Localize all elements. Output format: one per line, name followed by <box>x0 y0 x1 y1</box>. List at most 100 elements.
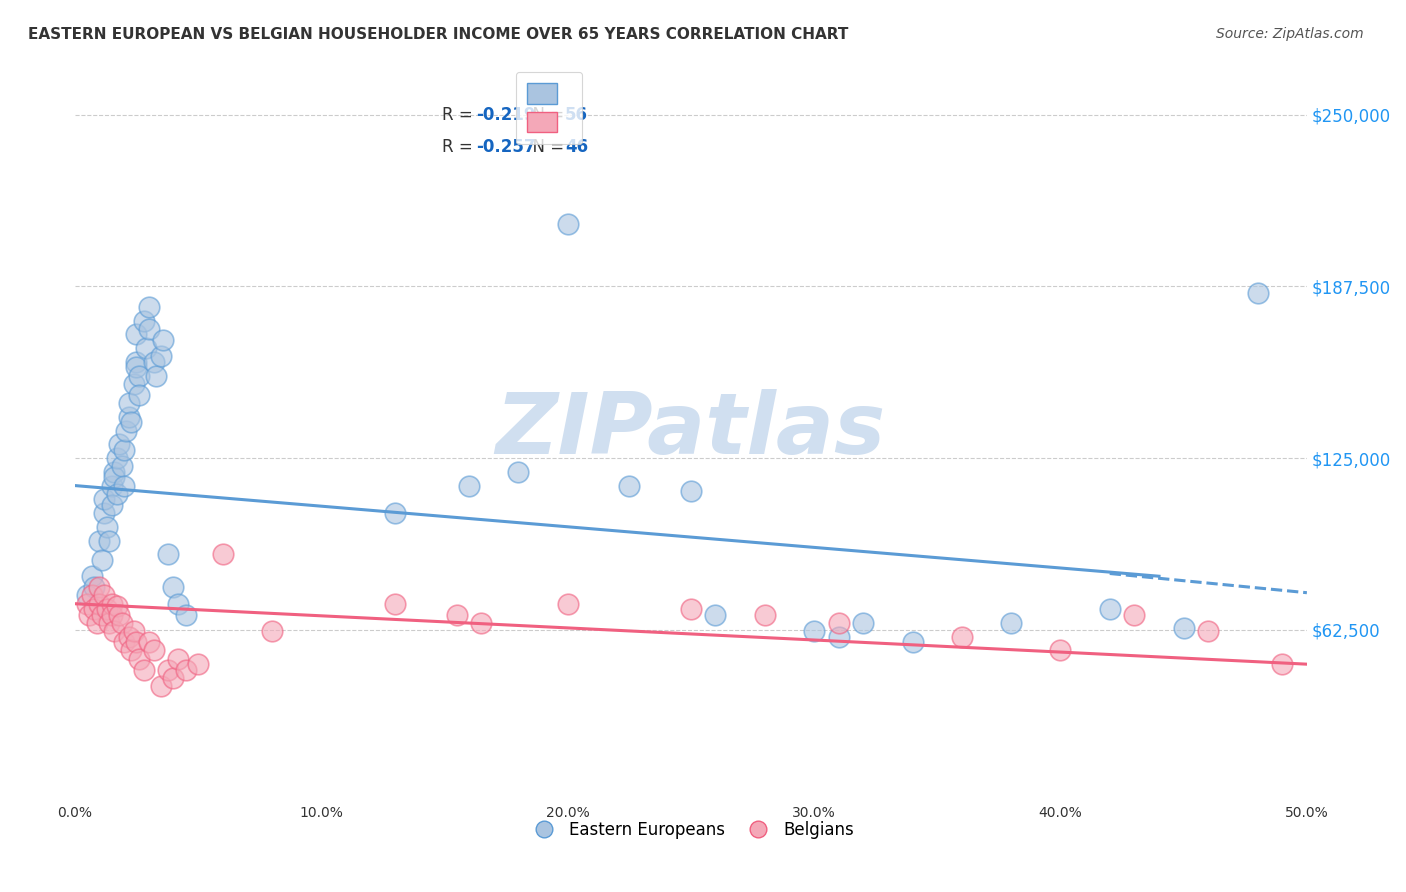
Point <box>167 597 190 611</box>
Point <box>98 615 121 630</box>
Point <box>128 651 150 665</box>
Legend: Eastern Europeans, Belgians: Eastern Europeans, Belgians <box>520 814 860 846</box>
Point <box>80 589 103 603</box>
Point <box>162 580 184 594</box>
Point <box>149 350 172 364</box>
Point <box>93 492 115 507</box>
Point <box>103 465 125 479</box>
Text: EASTERN EUROPEAN VS BELGIAN HOUSEHOLDER INCOME OVER 65 YEARS CORRELATION CHART: EASTERN EUROPEAN VS BELGIAN HOUSEHOLDER … <box>28 27 848 42</box>
Point <box>93 506 115 520</box>
Point <box>110 615 132 630</box>
Point <box>93 589 115 603</box>
Point <box>132 313 155 327</box>
Text: Source: ZipAtlas.com: Source: ZipAtlas.com <box>1216 27 1364 41</box>
Point <box>108 437 131 451</box>
Point <box>138 300 160 314</box>
Point <box>1173 622 1195 636</box>
Point <box>508 465 530 479</box>
Point <box>617 478 640 492</box>
Point <box>827 630 849 644</box>
Point <box>118 409 141 424</box>
Point <box>167 651 190 665</box>
Point <box>110 459 132 474</box>
Point <box>100 478 122 492</box>
Point <box>557 597 579 611</box>
Text: -0.257: -0.257 <box>477 137 536 155</box>
Point <box>98 533 121 548</box>
Point <box>901 635 924 649</box>
Point <box>384 506 406 520</box>
Point <box>79 607 101 622</box>
Point <box>174 607 197 622</box>
Point <box>125 355 148 369</box>
Point <box>128 388 150 402</box>
Text: 46: 46 <box>565 137 588 155</box>
Point <box>1246 286 1268 301</box>
Point <box>152 333 174 347</box>
Point <box>174 663 197 677</box>
Point <box>108 607 131 622</box>
Point <box>754 607 776 622</box>
Point <box>89 597 111 611</box>
Point <box>115 424 138 438</box>
Point <box>1197 624 1219 639</box>
Point <box>125 327 148 342</box>
Point <box>132 663 155 677</box>
Point <box>470 615 492 630</box>
Point <box>125 360 148 375</box>
Point <box>105 487 128 501</box>
Point <box>704 607 727 622</box>
Point <box>187 657 209 672</box>
Point <box>950 630 973 644</box>
Point <box>103 624 125 639</box>
Point <box>80 569 103 583</box>
Point <box>679 483 702 498</box>
Text: 56: 56 <box>565 105 588 124</box>
Point <box>112 478 135 492</box>
Point <box>89 580 111 594</box>
Point <box>1049 643 1071 657</box>
Point <box>446 607 468 622</box>
Point <box>128 368 150 383</box>
Point <box>112 442 135 457</box>
Point <box>76 597 98 611</box>
Point <box>827 615 849 630</box>
Point <box>118 396 141 410</box>
Point <box>1098 602 1121 616</box>
Text: ZIPatlas: ZIPatlas <box>496 389 886 472</box>
Point <box>384 597 406 611</box>
Point <box>112 635 135 649</box>
Point <box>103 470 125 484</box>
Point <box>557 218 579 232</box>
Point <box>125 635 148 649</box>
Point <box>852 615 875 630</box>
Point <box>105 451 128 466</box>
Point <box>211 547 233 561</box>
Point <box>142 355 165 369</box>
Point <box>138 322 160 336</box>
Point <box>162 671 184 685</box>
Point <box>100 597 122 611</box>
Point <box>122 624 145 639</box>
Point <box>135 341 157 355</box>
Point <box>145 368 167 383</box>
Point <box>149 679 172 693</box>
Point <box>100 498 122 512</box>
Point <box>83 580 105 594</box>
Point <box>100 607 122 622</box>
Point <box>105 599 128 614</box>
Point <box>1123 607 1146 622</box>
Point <box>120 415 142 429</box>
Text: R =: R = <box>441 105 478 124</box>
Text: R =: R = <box>441 137 478 155</box>
Text: N =: N = <box>522 105 569 124</box>
Point <box>157 547 180 561</box>
Point <box>90 553 112 567</box>
Point <box>1271 657 1294 672</box>
Point <box>260 624 283 639</box>
Point <box>120 643 142 657</box>
Point <box>89 533 111 548</box>
Point <box>679 602 702 616</box>
Point <box>118 630 141 644</box>
Text: -0.219: -0.219 <box>477 105 536 124</box>
